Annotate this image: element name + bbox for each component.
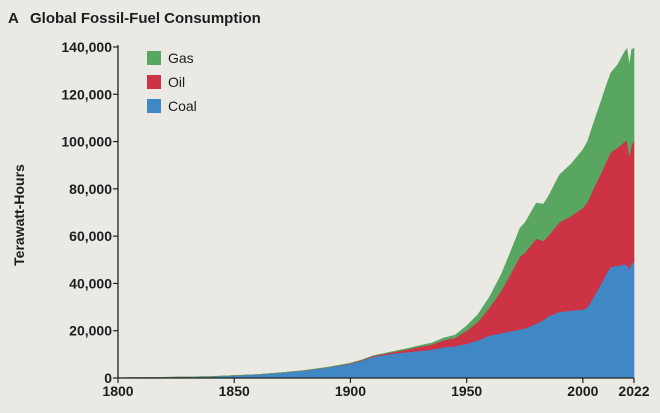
legend-label-coal: Coal: [168, 98, 197, 114]
x-tick-label: 1900: [335, 383, 366, 399]
chart-title-group: A Global Fossil-Fuel Consumption: [8, 10, 261, 27]
legend-label-gas: Gas: [168, 50, 194, 66]
legend-swatch-coal: [147, 99, 161, 113]
panel-label: A: [8, 10, 19, 27]
legend-label-oil: Oil: [168, 74, 185, 90]
x-tick-label: 1950: [451, 383, 482, 399]
y-axis-label: Terawatt-Hours: [11, 164, 27, 266]
y-tick-label: 40,000: [69, 275, 112, 291]
legend-swatch-oil: [147, 75, 161, 89]
y-tick-label: 120,000: [61, 86, 112, 102]
x-tick-label: 2000: [567, 383, 598, 399]
y-tick-label: 80,000: [69, 181, 112, 197]
y-tick-label: 0: [104, 370, 112, 386]
y-tick-label: 60,000: [69, 228, 112, 244]
x-tick-label: 1800: [102, 383, 133, 399]
area-gas: [117, 47, 635, 379]
chart-title: Global Fossil-Fuel Consumption: [30, 10, 261, 27]
y-tick-label: 20,000: [69, 323, 112, 339]
legend-swatch-gas: [147, 51, 161, 65]
x-tick-label: 2022: [618, 383, 649, 399]
y-tick-label: 100,000: [61, 134, 112, 150]
x-tick-label: 1850: [219, 383, 250, 399]
legend: Gas Oil Coal: [147, 50, 197, 114]
axes-group: 0 20,000 40,000 60,000 80,000 100,000 120,000 1…: [61, 39, 649, 399]
y-tick-label: 140,000: [61, 39, 112, 55]
